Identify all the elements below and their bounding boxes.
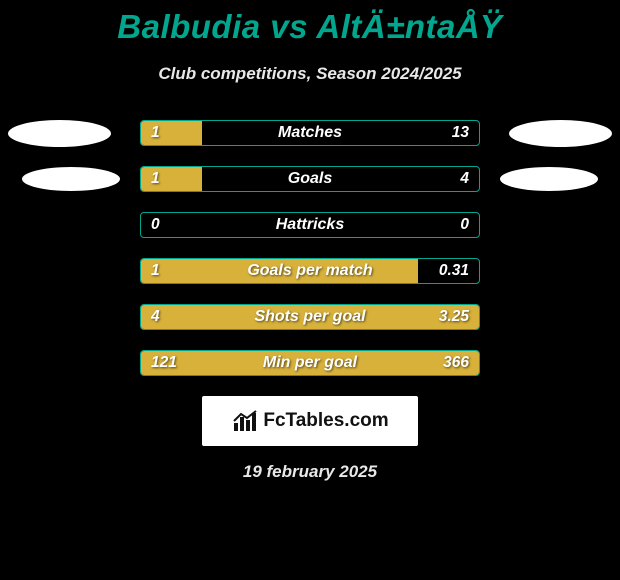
stat-bar: 0Hattricks0 [140,212,480,238]
stat-bar: 1Goals4 [140,166,480,192]
stat-row: 0Hattricks0 [0,212,620,238]
stat-right-value: 3.25 [439,308,469,326]
subtitle: Club competitions, Season 2024/2025 [0,64,620,84]
stat-bar: 121Min per goal366 [140,350,480,376]
stat-row: 121Min per goal366 [0,350,620,376]
stats-rows: 1Matches13 1Goals4 0Hattricks0 1Goals per m… [0,120,620,376]
main-container: Balbudia vs AltÄ±ntaÅŸ Club competitions… [0,0,620,482]
stat-bar: 1Matches13 [140,120,480,146]
stat-right-value: 0 [460,216,469,234]
brand-chart-icon [231,409,259,433]
date: 19 february 2025 [0,462,620,482]
team-ellipse-right [509,120,612,147]
stat-row: 1Matches13 [0,120,620,146]
stat-row: 1Goals4 [0,166,620,192]
stat-label: Matches [141,124,479,142]
stat-bar: 1Goals per match0.31 [140,258,480,284]
team-ellipse-left [8,120,111,147]
stat-label: Goals [141,170,479,188]
brand-text: FcTables.com [263,410,388,432]
stat-row: 4Shots per goal3.25 [0,304,620,330]
stat-label: Goals per match [141,262,479,280]
stat-right-value: 0.31 [439,262,469,280]
page-title: Balbudia vs AltÄ±ntaÅŸ [0,8,620,46]
brand-box[interactable]: FcTables.com [202,396,418,446]
stat-right-value: 366 [443,354,469,372]
team-ellipse-left [22,167,120,191]
stat-label: Shots per goal [141,308,479,326]
team-ellipse-right [500,167,598,191]
stat-bar: 4Shots per goal3.25 [140,304,480,330]
stat-label: Hattricks [141,216,479,234]
stat-right-value: 4 [460,170,469,188]
stat-label: Min per goal [141,354,479,372]
stat-right-value: 13 [452,124,469,142]
stat-row: 1Goals per match0.31 [0,258,620,284]
